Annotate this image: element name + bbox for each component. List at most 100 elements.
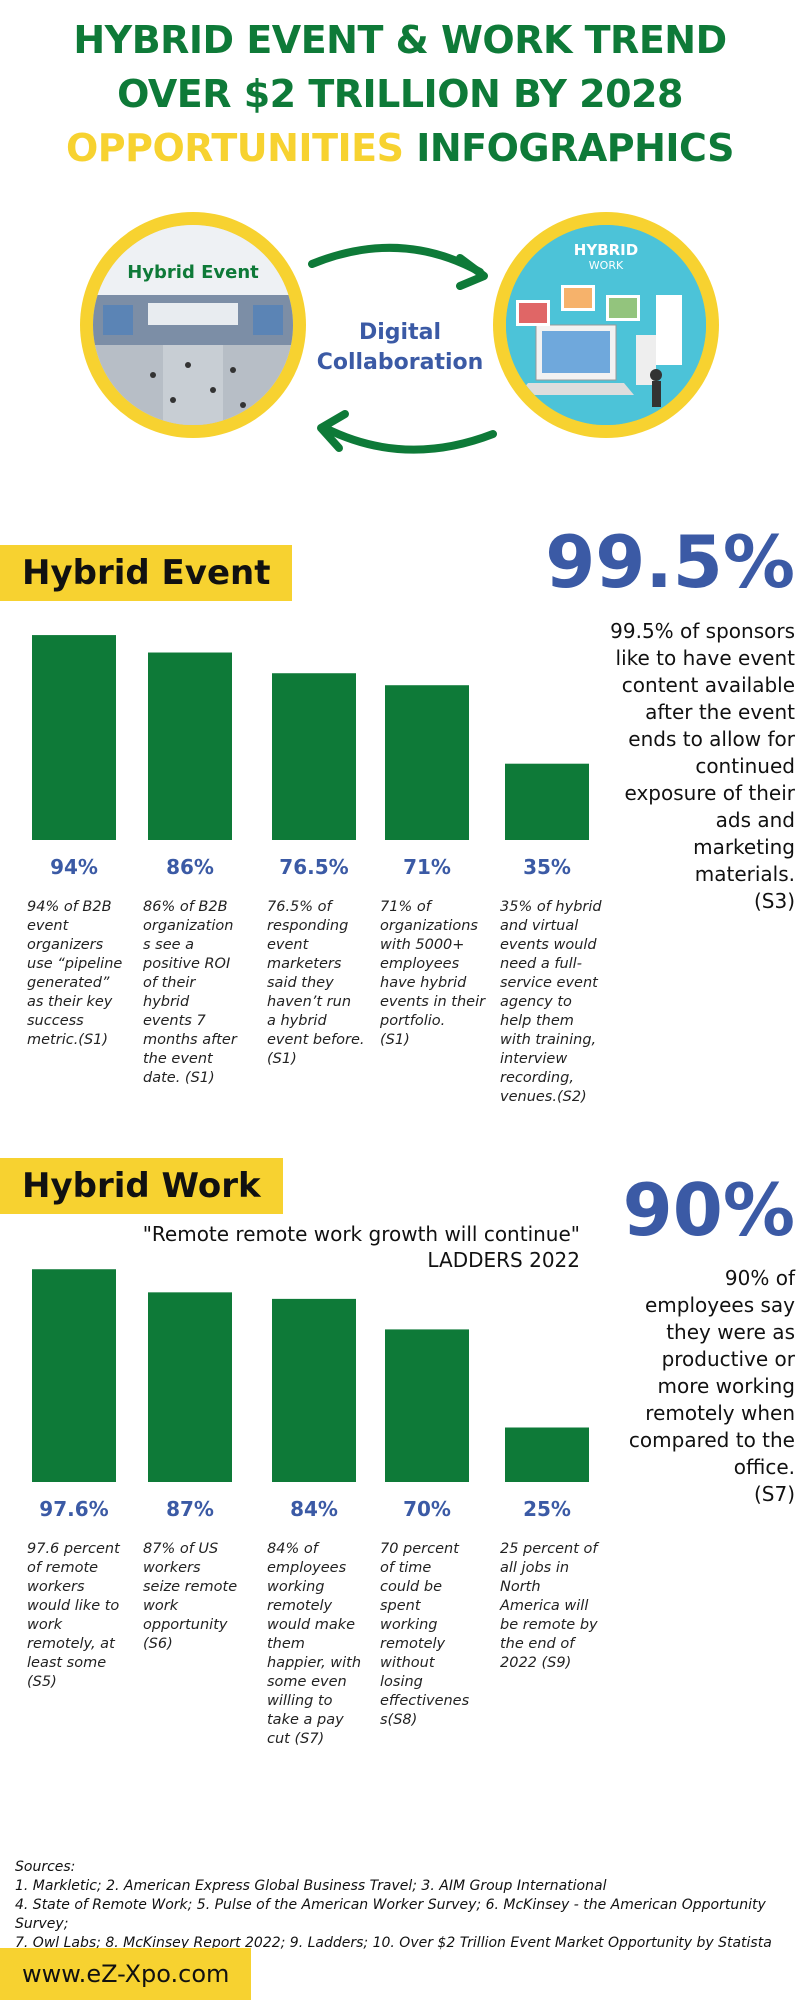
hybrid-work-pct-label: 97.6% xyxy=(39,1497,109,1521)
hybrid-event-description-line: months after xyxy=(143,1032,237,1048)
hybrid-work-description-line: remotely xyxy=(267,1598,333,1614)
hybrid-work-side-line: employees say xyxy=(644,1293,795,1317)
hybrid-event-description-line: of their xyxy=(143,975,196,991)
hybrid-event-description: 86% of B2B organization s see a positive RO… xyxy=(143,898,258,1088)
hybrid-work-description: 87% of US workers seize remote work opportun… xyxy=(143,1540,258,1654)
sources-heading: Sources: xyxy=(15,1859,76,1875)
hybrid-event-description-line: positive ROI xyxy=(143,956,231,972)
hybrid-event-side-line: (S3) xyxy=(753,889,795,913)
hybrid-event-tab: Hybrid Event xyxy=(0,545,293,601)
hybrid-event-pct-label: 35% xyxy=(523,855,571,879)
hybrid-work-description-line: them xyxy=(267,1636,305,1652)
title-opportunities: OPPORTUNITIES xyxy=(65,126,404,170)
hybrid-event-label: Hybrid Event xyxy=(127,262,259,283)
hybrid-work-description-line: least some xyxy=(27,1655,107,1671)
hybrid-event-side-line: like to have event xyxy=(615,646,795,670)
website-link[interactable]: www.eZ-Xpo.com xyxy=(0,1948,252,2000)
hybrid-event-bar xyxy=(32,635,116,840)
hybrid-work-side-line: compared to the xyxy=(628,1428,795,1452)
hybrid-event-description-line: generated” xyxy=(27,975,110,991)
hybrid-work-label: HYBRID WORK xyxy=(493,242,719,274)
hybrid-event-description-line: hybrid xyxy=(143,994,190,1010)
sources-line-2: 4. State of Remote Work; 5. Pulse of the… xyxy=(15,1897,766,1932)
hybrid-event-description-line: use “pipeline xyxy=(27,956,123,972)
digital-text: Digital xyxy=(359,320,441,345)
hybrid-event-side-line: 99.5% of sponsors xyxy=(610,619,795,643)
hybrid-event-pct-label: 76.5% xyxy=(279,855,349,879)
hybrid-event-description-line: success xyxy=(27,1013,84,1029)
hybrid-work-bar xyxy=(272,1298,356,1482)
hybrid-work-bar xyxy=(148,1292,232,1482)
hybrid-work-circle: HYBRID WORK xyxy=(493,212,719,438)
hybrid-work-description-line: 87% of US xyxy=(143,1541,219,1557)
hybrid-work-description-line: s(S8) xyxy=(380,1712,418,1728)
hybrid-work-description-line: spent xyxy=(380,1598,421,1614)
hybrid-event-description: 35% of hybrid and virtual events would need… xyxy=(500,898,615,1107)
hybrid-work-description: 97.6 percent of remote workers would like t… xyxy=(27,1540,142,1692)
hybrid-event-pct-label: 94% xyxy=(50,855,98,879)
hybrid-work-side-line: productive or xyxy=(661,1347,795,1371)
hybrid-event-description-line: the event xyxy=(143,1051,213,1067)
hybrid-event-description-line: organizers xyxy=(27,937,104,953)
hybrid-event-description-line: haven’t run xyxy=(267,994,352,1010)
hybrid-work-description-line: workers xyxy=(27,1579,85,1595)
hybrid-work-description: 25 percent of all jobs in North America wil… xyxy=(500,1540,615,1673)
hybrid-work-description-line: cut (S7) xyxy=(267,1731,325,1747)
hybrid-work-pct-label: 87% xyxy=(166,1497,214,1521)
hybrid-event-description: 94% of B2B event organizers use “pipeline ge… xyxy=(27,898,142,1050)
hybrid-event-bar xyxy=(505,763,589,840)
title-line-3: OPPORTUNITIES INFOGRAPHICS xyxy=(0,122,800,174)
hybrid-event-description-line: 35% of hybrid xyxy=(500,899,602,915)
hybrid-work-pct-label: 70% xyxy=(403,1497,451,1521)
hybrid-work-description-line: of remote xyxy=(27,1560,99,1576)
hybrid-event-description-line: agency to xyxy=(500,994,572,1010)
hybrid-event-bar-chart xyxy=(32,635,589,840)
hybrid-work-side-line: office. xyxy=(733,1455,795,1479)
hybrid-work-description-line: remotely, at xyxy=(27,1636,115,1652)
hybrid-work-description-line: willing to xyxy=(267,1693,333,1709)
hybrid-work-description-line: losing xyxy=(380,1674,423,1690)
hybrid-work-description-line: 25 percent of xyxy=(500,1541,598,1557)
hybrid-work-description-line: would like to xyxy=(27,1598,120,1614)
hybrid-work-description-line: 97.6 percent xyxy=(27,1541,120,1557)
sources-line-1: 1. Markletic; 2. American Express Global… xyxy=(15,1878,607,1894)
hybrid-event-description-line: and virtual xyxy=(500,918,579,934)
hybrid-work-description-line: working xyxy=(267,1579,325,1595)
arrow-left-icon xyxy=(317,410,497,454)
sources-block: Sources: 1. Markletic; 2. American Expre… xyxy=(15,1858,790,1972)
hybrid-event-description-line: 76.5% of xyxy=(267,899,332,915)
hybrid-event-description-line: events in their xyxy=(380,994,486,1010)
hybrid-event-side-line: ads and xyxy=(715,808,795,832)
hybrid-work-description-line: all jobs in xyxy=(500,1560,570,1576)
hybrid-event-bar xyxy=(385,685,469,840)
hybrid-work-description-line: could be xyxy=(380,1579,443,1595)
hybrid-event-description-line: with 5000+ xyxy=(380,937,465,953)
hybrid-work-description-line: (S6) xyxy=(143,1636,173,1652)
hybrid-work-description-line: some even xyxy=(267,1674,347,1690)
hybrid-event-bar xyxy=(272,673,356,840)
hybrid-work-description-line: opportunity xyxy=(143,1617,228,1633)
hybrid-work-description-line: 84% of xyxy=(267,1541,318,1557)
arrow-right-icon xyxy=(308,243,488,290)
hybrid-work-bar xyxy=(32,1269,116,1482)
hybrid-event-description-line: service event xyxy=(500,975,598,991)
hybrid-work-description-line: employees xyxy=(267,1560,347,1576)
hybrid-event-description: 71% of organizations with 5000+ employees ha… xyxy=(380,898,495,1050)
quote-source: LADDERS 2022 xyxy=(427,1248,580,1272)
hybrid-work-description-line: work xyxy=(27,1617,63,1633)
hybrid-event-pct-label: 71% xyxy=(403,855,451,879)
hybrid-work-pct-label: 25% xyxy=(523,1497,571,1521)
hybrid-work-description-line: working xyxy=(380,1617,438,1633)
hybrid-event-side-line: marketing xyxy=(693,835,795,859)
hybrid-work-bar xyxy=(505,1427,589,1482)
hybrid-work-side-line: they were as xyxy=(666,1320,795,1344)
title-line-1: HYBRID EVENT & WORK TREND xyxy=(73,18,727,62)
hybrid-work-description-line: be remote by xyxy=(500,1617,598,1633)
hybrid-event-description-line: 94% of B2B xyxy=(27,899,112,915)
hybrid-event-description-line: s see a xyxy=(143,937,195,953)
hybrid-event-description-line: metric.(S1) xyxy=(27,1032,109,1048)
hybrid-work-description-line: the end of xyxy=(500,1636,575,1652)
hybrid-event-description-line: interview xyxy=(500,1051,568,1067)
quote-text: "Remote remote work growth will continue… xyxy=(142,1222,580,1246)
hybrid-work-description-line: (S5) xyxy=(27,1674,57,1690)
